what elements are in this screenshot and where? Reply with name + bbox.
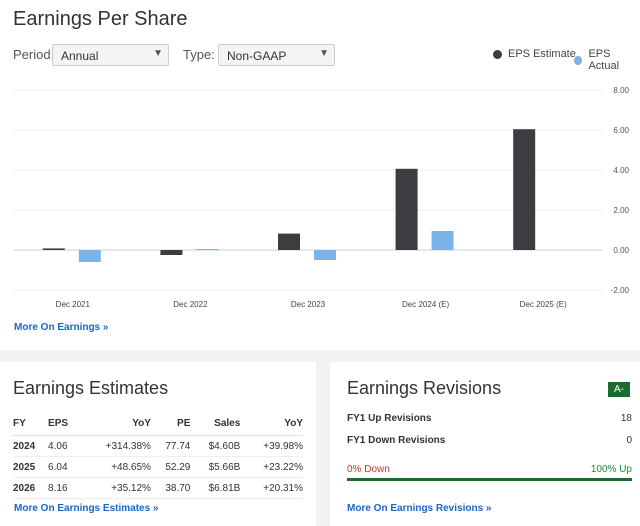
revisions-progress-labels: 0% Down 100% Up [347,464,632,475]
cell-sales-yoy: +23.22% [240,456,303,478]
x-tick-label: Dec 2023 [291,300,326,309]
table-header-row: FY EPS YoY PE Sales YoY [13,414,303,436]
grade-badge: A- [608,382,630,397]
x-tick-label: Dec 2021 [56,300,91,309]
col-eps-yoy: YoY [79,414,151,436]
col-sales: Sales [190,414,241,436]
revisions-card: Earnings Revisions A- FY1 Up Revisions 1… [330,362,640,526]
cell-sales: $4.60B [190,435,241,457]
bar-eps-estimate [42,248,65,250]
col-fy: FY [13,414,49,436]
chevron-down-icon: ▼ [153,48,163,59]
bar-eps-actual [431,231,454,250]
cell-eps-yoy: +35.12% [79,477,151,499]
y-tick-label: 2.00 [613,206,629,215]
cell-sales-yoy: +20.31% [240,477,303,499]
col-sales-yoy: YoY [240,414,303,436]
actual-swatch [574,55,583,65]
period-value: Annual [61,49,99,63]
bar-eps-actual [78,250,101,262]
y-tick-label: 4.00 [613,166,629,175]
eps-title: Earnings Per Share [13,8,188,30]
bar-eps-estimate [513,129,536,250]
y-tick-label: 6.00 [613,126,629,135]
down-revisions-value: 0 [626,435,632,446]
legend-estimate-label: EPS Estimate [508,48,576,60]
type-label: Type: [183,47,215,62]
col-eps: EPS [48,414,80,436]
table-row: 2025 6.04 +48.65% 52.29 $5.66B +23.22% [13,456,303,478]
y-tick-label: -2.00 [611,286,630,295]
bar-eps-estimate [160,250,183,255]
bar-eps-estimate [278,233,300,250]
bar-eps-estimate [395,168,418,250]
up-percent: 100% Up [590,464,632,475]
cell-eps: 8.16 [48,477,80,499]
revisions-progress-fill [347,478,632,481]
cell-sales: $6.81B [190,477,241,499]
bar-eps-actual [314,250,336,260]
up-revisions-value: 18 [620,413,632,424]
legend-actual[interactable]: EPS Actual [574,48,640,72]
cell-pe: 38.70 [150,477,191,499]
cell-sales: $5.66B [190,456,241,478]
cell-eps-yoy: +314.38% [79,435,151,457]
cell-pe: 52.29 [150,456,191,478]
up-revisions-row: FY1 Up Revisions 18 [347,413,632,424]
down-revisions-row: FY1 Down Revisions 0 [347,435,632,446]
down-percent: 0% Down [347,464,390,475]
period-select[interactable]: Annual ▼ [52,44,169,66]
table-row: 2026 8.16 +35.12% 38.70 $6.81B +20.31% [13,477,303,499]
cell-fy: 2024 [13,435,49,457]
cell-eps-yoy: +48.65% [79,456,151,478]
revisions-title: Earnings Revisions [347,378,502,398]
col-pe: PE [150,414,191,436]
cell-fy: 2025 [13,456,49,478]
eps-chart: 8.00 6.00 4.00 2.00 0.00 -2.00 Dec 2021 Dec 202… [14,86,630,309]
eps-card: Earnings Per Share Period: Annual ▼ Type… [0,0,640,350]
cell-eps: 4.06 [48,435,80,457]
cell-sales-yoy: +39.98% [240,435,303,457]
period-label: Period: [13,47,55,62]
x-tick-label: Dec 2025 (E) [520,300,567,309]
table-row: 2024 4.06 +314.38% 77.74 $4.60B +39.98% [13,435,303,457]
chevron-down-icon: ▼ [319,48,329,59]
x-tick-label: Dec 2022 [173,300,208,309]
up-revisions-label: FY1 Up Revisions [347,413,432,424]
more-on-earnings-estimates-link[interactable]: More On Earnings Estimates » [14,503,159,514]
y-tick-label: 0.00 [613,246,629,255]
legend-actual-label: EPS Actual [588,48,620,72]
estimates-card: Earnings Estimates FY EPS YoY PE Sales Y… [0,362,316,526]
x-tick-label: Dec 2024 (E) [402,300,449,309]
estimate-swatch [493,49,502,59]
revisions-progress-bar [347,478,632,481]
y-tick-label: 8.00 [613,86,629,95]
cell-eps: 6.04 [48,456,80,478]
cell-fy: 2026 [13,477,49,499]
more-on-earnings-revisions-link[interactable]: More On Earnings Revisions » [347,503,492,514]
estimates-title: Earnings Estimates [13,378,169,398]
estimates-table: FY EPS YoY PE Sales YoY 2024 4.06 +314.3… [13,414,303,499]
more-on-earnings-link[interactable]: More On Earnings » [14,322,109,333]
bar-eps-actual [196,249,219,250]
legend-estimate[interactable]: EPS Estimate [493,48,576,60]
type-select[interactable]: Non-GAAP ▼ [218,44,335,66]
cell-pe: 77.74 [150,435,191,457]
down-revisions-label: FY1 Down Revisions [347,435,446,446]
type-value: Non-GAAP [227,49,287,63]
